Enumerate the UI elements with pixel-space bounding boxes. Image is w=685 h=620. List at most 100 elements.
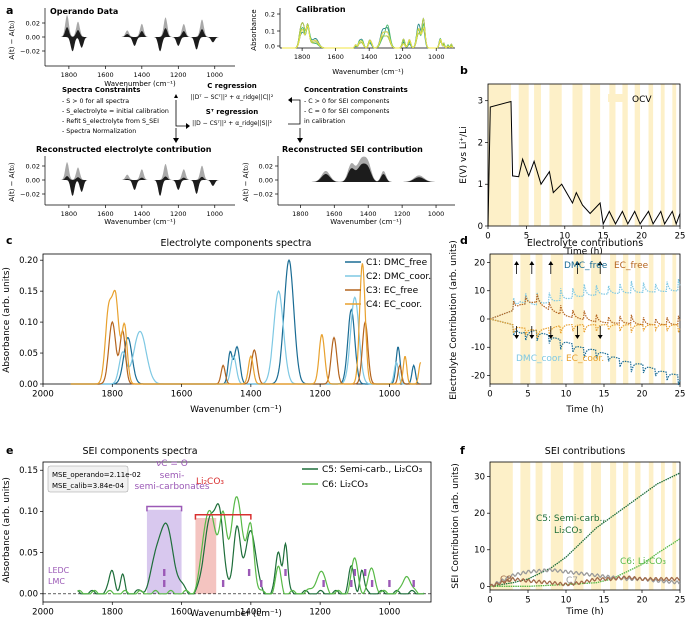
d-series — [489, 278, 681, 386]
a-y-tick-label: 0.00 — [26, 34, 40, 42]
e-y-tick-label: 0.15 — [19, 466, 38, 476]
ocv-band — [518, 84, 529, 226]
lmc-tick — [350, 580, 353, 587]
f-label-c7: C7 — [566, 576, 578, 586]
semicarb-label-2: semi-carbonates — [134, 482, 209, 492]
legend-label-c4: C4: EC_coor. — [366, 300, 422, 310]
c-y-ticks: 0.00 0.05 0.10 0.15 0.20 — [19, 256, 43, 390]
c-y-tick-label: 0.10 — [19, 318, 38, 328]
arrowhead — [297, 138, 303, 143]
operando-y-ticks: 0.02 0.00 −0.02 — [20, 20, 45, 56]
d-arrowhead — [548, 261, 554, 265]
b-y-ticks: 0 1 2 3 — [478, 97, 488, 232]
d-arrows — [514, 261, 603, 339]
s-regression-formula: ||D − CSᵀ||² + α_ridge||S||² — [192, 120, 272, 127]
a-y-tick-label: 0.1 — [265, 28, 275, 36]
lmc-tick — [260, 580, 263, 587]
spectra-constraint-line: - Spectra Normalization — [62, 128, 136, 135]
recon-elec-y-ticks: 0.02 0.00 −0.02 — [20, 163, 45, 199]
a-y-tick-label: −0.02 — [253, 191, 273, 199]
ocv-band — [622, 84, 628, 226]
d-arrowhead — [529, 335, 535, 339]
e-x-tick-label: 1800 — [101, 608, 123, 618]
d-y-tick-label: -10 — [471, 343, 485, 353]
f-series-line — [489, 575, 681, 588]
recon-electrolyte-title: Reconstructed electrolyte contribution — [36, 145, 212, 154]
ocv-band — [488, 84, 512, 226]
recon-sei-spectra-dark — [280, 163, 453, 182]
recon-sei-title: Reconstructed SEI contribution — [282, 145, 423, 154]
ocv-band — [490, 254, 513, 384]
d-ylabel: Electrolyte Contribution (arb. units) — [449, 240, 459, 400]
a-x-tick-label: 1800 — [61, 210, 78, 218]
spectra-constraint-line: - S > 0 for all spectra — [62, 98, 129, 105]
e-y-ticks: 0.00 0.05 0.10 0.15 — [19, 466, 43, 600]
e-x-tick-label: 1400 — [240, 608, 262, 618]
lmc-tick — [388, 580, 391, 587]
legend-label-c6: C6: Li₂CO₃ — [322, 480, 368, 490]
a-x-tick-label: 1000 — [428, 210, 445, 218]
b-x-tick-label: 20 — [636, 232, 647, 242]
e-title: SEI components spectra — [82, 446, 197, 457]
d-y-tick-label: 0 — [480, 315, 485, 325]
a-x-tick-label: 1800 — [61, 71, 78, 79]
ocv-legend-swatch — [608, 94, 626, 102]
c-regression-title: C regression — [207, 82, 257, 90]
panel-label-a: a — [6, 4, 13, 17]
d-y-tick-label: 20 — [474, 258, 485, 268]
recon-elec-x-ticks: 1800 1600 1400 1200 1000 — [61, 205, 223, 218]
c-series-line — [70, 263, 422, 385]
e-legend: C5: Semi-carb., Li₂CO₃ C6: Li₂CO₃ — [302, 465, 423, 490]
recon-elec-spectra-dark — [47, 176, 233, 196]
panel-b: b 0 5 10 15 20 25 0 1 2 3 OCV Time (h) E(V) vs L… — [459, 64, 685, 257]
a-x-tick-label: 1600 — [327, 53, 344, 61]
c-y-tick-label: 0.20 — [19, 256, 38, 266]
ocv-band — [648, 84, 654, 226]
d-x-ticks: 0 5 10 15 20 25 — [487, 384, 685, 400]
lmc-label: LMC — [48, 577, 65, 586]
concentration-constraints: Concentration Constraints - C > 0 for SE… — [304, 86, 408, 125]
recon-sei-xlabel: Wavenumber (cm⁻¹) — [330, 218, 402, 226]
panel-f: f SEI contributions 0 5 10 15 20 25 0 10 20 30 C… — [451, 444, 685, 617]
e-x-tick-label: 1000 — [379, 608, 401, 618]
operando-plot: Operando Data 0.02 0.00 −0.02 1800 1600 1400… — [8, 7, 235, 88]
voltage-line — [487, 100, 681, 227]
a-y-tick-label: 0.02 — [259, 163, 273, 171]
spectra-constraint-line: - S_electrolyte = initial calibration — [62, 108, 169, 115]
c-regression-formula: ||Dᵀ − SCᵀ||² + α_ridge||C||² — [191, 94, 274, 101]
d-label-dmc-coor: DMC_coor. — [516, 354, 563, 364]
panel-label-c: c — [6, 234, 13, 247]
a-x-tick-label: 1000 — [206, 71, 223, 79]
vco-bracket — [146, 505, 183, 512]
ocv-band — [635, 462, 641, 590]
ocv-band — [573, 254, 584, 384]
e-series — [43, 496, 431, 595]
operando-title: Operando Data — [50, 7, 118, 16]
concentration-constraint-line: in calibration — [304, 118, 345, 125]
e-series-line — [77, 496, 425, 595]
operando-ylabel: A(t) − A(t₀) — [8, 20, 16, 59]
a-y-tick-label: −0.02 — [20, 48, 40, 56]
ocv-band — [634, 84, 641, 226]
panel-label-e: e — [6, 444, 13, 457]
f-plot-frame — [489, 461, 681, 591]
f-ylabel: SEI Contribution (arb. units) — [451, 463, 461, 588]
d-arrowhead — [574, 335, 580, 339]
flow-arrow-left — [175, 100, 186, 127]
b-x-tick-label: 5 — [524, 232, 529, 242]
e-y-tick-label: 0.10 — [19, 507, 38, 517]
ocv-band — [610, 254, 617, 384]
e-y-tick-label: 0.00 — [19, 590, 38, 600]
ocv-band — [535, 462, 543, 590]
b-x-tick-label: 0 — [485, 232, 490, 242]
calibration-y-ticks: 0.2 0.1 0.0 — [265, 11, 280, 51]
f-x-tick-label: 15 — [599, 596, 610, 606]
f-x-tick-label: 5 — [525, 596, 530, 606]
calibration-line — [282, 17, 454, 49]
calibration-x-ticks: 1800 1600 1400 1200 1000 — [294, 48, 445, 61]
e-y-tick-label: 0.05 — [19, 548, 38, 558]
ocv-bands — [488, 84, 677, 226]
li2co3-label: Li₂CO₃ — [196, 477, 224, 487]
concentration-constraint-line: - C > 0 for SEI components — [304, 98, 389, 105]
f-y-tick-label: 20 — [474, 509, 485, 519]
